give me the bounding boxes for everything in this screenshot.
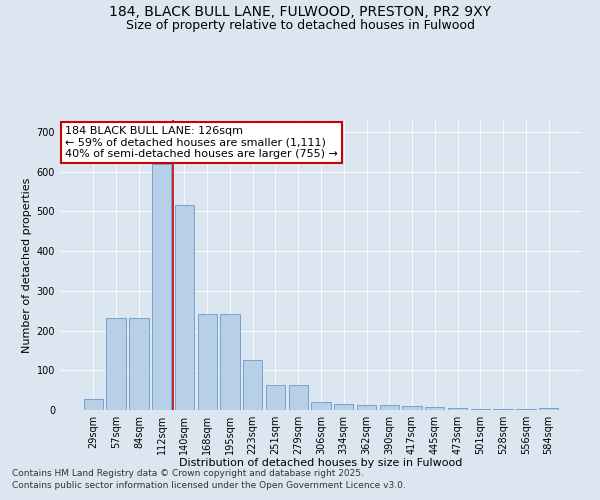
Text: Contains HM Land Registry data © Crown copyright and database right 2025.: Contains HM Land Registry data © Crown c… [12, 468, 364, 477]
Bar [470, 409, 490, 410]
Bar [403, 406, 422, 410]
Y-axis label: Number of detached properties: Number of detached properties [22, 178, 32, 352]
Bar [175, 206, 194, 410]
Bar [493, 409, 513, 410]
Text: Contains public sector information licensed under the Open Government Licence v3: Contains public sector information licen… [12, 481, 406, 490]
Bar [380, 405, 399, 410]
Bar [448, 408, 467, 410]
X-axis label: Distribution of detached houses by size in Fulwood: Distribution of detached houses by size … [179, 458, 463, 468]
Text: 184 BLACK BULL LANE: 126sqm
← 59% of detached houses are smaller (1,111)
40% of : 184 BLACK BULL LANE: 126sqm ← 59% of det… [65, 126, 338, 159]
Text: Size of property relative to detached houses in Fulwood: Size of property relative to detached ho… [125, 18, 475, 32]
Bar [220, 314, 239, 410]
Bar [289, 385, 308, 410]
Bar [243, 360, 262, 410]
Bar [197, 314, 217, 410]
Bar [425, 407, 445, 410]
Bar [152, 164, 172, 410]
Bar [334, 404, 353, 410]
Text: 184, BLACK BULL LANE, FULWOOD, PRESTON, PR2 9XY: 184, BLACK BULL LANE, FULWOOD, PRESTON, … [109, 5, 491, 19]
Bar [516, 409, 536, 410]
Bar [84, 399, 103, 410]
Bar [357, 405, 376, 410]
Bar [311, 402, 331, 410]
Bar [129, 318, 149, 410]
Bar [539, 408, 558, 410]
Bar [106, 318, 126, 410]
Bar [266, 385, 285, 410]
